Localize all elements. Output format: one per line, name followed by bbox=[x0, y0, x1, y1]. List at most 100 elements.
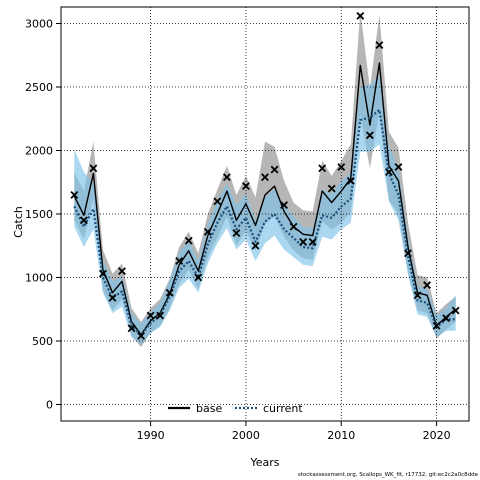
observed-point-1985 bbox=[99, 269, 107, 278]
y-tick-label-1500: 1500 bbox=[25, 208, 53, 221]
observed-point-1987 bbox=[118, 267, 126, 276]
observed-point-stroke bbox=[108, 293, 117, 302]
observed-point-2010 bbox=[337, 163, 346, 171]
observed-point-1984 bbox=[89, 164, 98, 173]
observed-point-stroke bbox=[413, 291, 422, 300]
observed-point-stroke bbox=[175, 257, 184, 265]
observed-point-1992 bbox=[165, 288, 174, 297]
observed-point-2018 bbox=[413, 291, 422, 300]
observed-point-2022 bbox=[451, 306, 460, 315]
observed-point-stroke bbox=[203, 227, 212, 236]
observed-point-2013 bbox=[365, 131, 374, 140]
observed-point-2015 bbox=[384, 168, 393, 177]
observed-point-2004 bbox=[280, 201, 289, 210]
observed-point-stroke bbox=[308, 238, 317, 246]
observed-point-stroke bbox=[375, 41, 384, 50]
observed-point-stroke bbox=[394, 163, 403, 171]
observed-point-stroke bbox=[270, 165, 279, 174]
y-tick-label-1000: 1000 bbox=[25, 271, 53, 284]
observed-point-stroke bbox=[318, 164, 327, 173]
observed-point-stroke bbox=[146, 311, 155, 320]
observed-point-stroke bbox=[451, 306, 460, 315]
observed-point-stroke bbox=[99, 269, 107, 278]
y-tick-label-3000: 3000 bbox=[25, 18, 53, 31]
observed-point-stroke bbox=[442, 314, 451, 323]
observed-point-stroke bbox=[346, 177, 355, 185]
observed-point-1998 bbox=[222, 173, 231, 182]
observed-point-stroke bbox=[232, 229, 241, 237]
observed-point-2006 bbox=[299, 238, 308, 246]
observed-point-1990 bbox=[146, 311, 155, 320]
observed-point-stroke bbox=[289, 222, 298, 231]
footnote: stockassessment.org, Scallops_WK_fit, r1… bbox=[298, 472, 479, 478]
axes: 1990 2000 2010 2020 0 500 1000 1500 2000 2500 3000 bbox=[25, 18, 451, 442]
observed-point-stroke bbox=[327, 184, 336, 193]
observed-point-2002 bbox=[261, 173, 269, 182]
observed-point-2001 bbox=[251, 241, 260, 250]
observed-point-1986 bbox=[108, 293, 117, 302]
observed-point-stroke bbox=[299, 238, 308, 246]
observed-point-stroke bbox=[384, 168, 393, 177]
observed-point-1982 bbox=[70, 191, 79, 199]
observed-point-2008 bbox=[318, 164, 327, 173]
grid-lines bbox=[61, 7, 469, 421]
observed-point-2011 bbox=[346, 177, 355, 185]
y-tick-label-2500: 2500 bbox=[25, 81, 53, 94]
observed-point-stroke bbox=[261, 173, 269, 182]
observed-point-1997 bbox=[213, 197, 222, 206]
observed-point-2014 bbox=[375, 41, 384, 50]
observed-point-stroke bbox=[70, 191, 79, 199]
observed-point-1993 bbox=[175, 257, 184, 265]
observed-point-stroke bbox=[137, 331, 146, 340]
y-axis-title: Catch bbox=[12, 206, 25, 238]
y-tick-label-500: 500 bbox=[32, 335, 53, 348]
legend-base-label: base bbox=[196, 402, 222, 415]
observed-point-stroke bbox=[365, 131, 374, 140]
x-tick-label-2000: 2000 bbox=[232, 429, 260, 442]
observed-point-2017 bbox=[404, 249, 412, 258]
observed-point-stroke bbox=[89, 164, 98, 173]
observed-point-2007 bbox=[308, 238, 317, 246]
x-tick-label-1990: 1990 bbox=[137, 429, 165, 442]
observed-point-stroke bbox=[432, 321, 441, 330]
observed-point-1991 bbox=[156, 311, 165, 320]
observed-point-stroke bbox=[165, 288, 174, 297]
observed-point-2009 bbox=[327, 184, 336, 193]
observed-point-2020 bbox=[432, 321, 441, 330]
observed-point-2012 bbox=[356, 11, 365, 20]
observed-point-stroke bbox=[118, 267, 126, 276]
observed-point-stroke bbox=[404, 249, 412, 258]
observed-point-stroke bbox=[194, 273, 203, 282]
confidence-bands bbox=[74, 10, 456, 348]
observed-point-stroke bbox=[213, 197, 222, 206]
observed-point-1994 bbox=[184, 236, 193, 245]
observed-point-stroke bbox=[184, 236, 193, 245]
observed-point-stroke bbox=[251, 241, 260, 250]
observed-point-2003 bbox=[270, 165, 279, 174]
observed-point-stroke bbox=[222, 173, 231, 182]
observed-point-stroke bbox=[280, 201, 289, 210]
observed-point-stroke bbox=[337, 163, 346, 171]
series-lines bbox=[73, 62, 457, 336]
observed-point-2000 bbox=[241, 182, 250, 190]
observed-point-1996 bbox=[203, 227, 212, 236]
observed-point-1995 bbox=[194, 273, 203, 282]
observed-point-1983 bbox=[79, 216, 88, 225]
observed-point-stroke bbox=[79, 216, 88, 225]
observed-point-stroke bbox=[423, 281, 431, 290]
legend-current-label: current bbox=[263, 402, 303, 415]
x-tick-label-2020: 2020 bbox=[423, 429, 451, 442]
observed-point-1988 bbox=[127, 324, 136, 333]
observed-point-1989 bbox=[137, 331, 146, 340]
observed-point-stroke bbox=[241, 182, 250, 190]
current-confidence-band bbox=[74, 75, 456, 345]
observed-point-2005 bbox=[289, 222, 298, 231]
observed-point-2021 bbox=[442, 314, 451, 323]
observed-point-stroke bbox=[127, 324, 136, 333]
x-axis-title: Years bbox=[249, 456, 279, 469]
y-tick-label-0: 0 bbox=[46, 398, 53, 411]
observed-point-stroke bbox=[156, 311, 165, 320]
observed-markers bbox=[70, 11, 460, 340]
observed-point-stroke bbox=[356, 11, 365, 20]
